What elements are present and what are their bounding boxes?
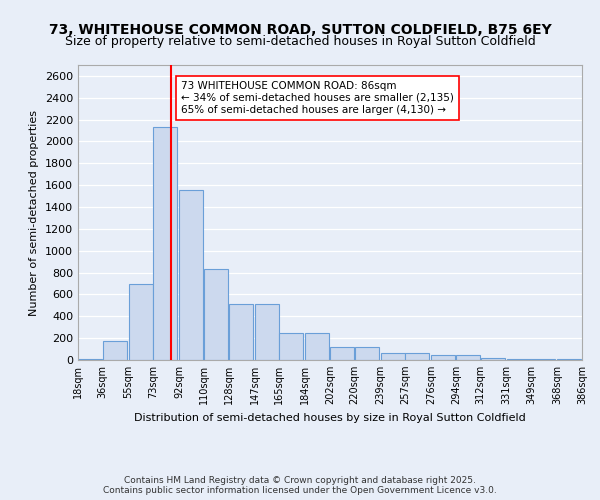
Bar — [179, 190, 203, 360]
Bar — [103, 341, 127, 360]
Bar — [481, 358, 505, 360]
Bar — [305, 332, 329, 360]
Text: Contains HM Land Registry data © Crown copyright and database right 2025.
Contai: Contains HM Land Registry data © Crown c… — [103, 476, 497, 495]
Bar — [431, 355, 455, 360]
Bar — [355, 347, 379, 360]
Text: Size of property relative to semi-detached houses in Royal Sutton Coldfield: Size of property relative to semi-detach… — [65, 35, 535, 48]
Text: 73 WHITEHOUSE COMMON ROAD: 86sqm
← 34% of semi-detached houses are smaller (2,13: 73 WHITEHOUSE COMMON ROAD: 86sqm ← 34% o… — [181, 82, 454, 114]
Bar — [78, 359, 102, 360]
Bar — [254, 304, 278, 360]
Bar — [229, 304, 253, 360]
Text: 73, WHITEHOUSE COMMON ROAD, SUTTON COLDFIELD, B75 6EY: 73, WHITEHOUSE COMMON ROAD, SUTTON COLDF… — [49, 22, 551, 36]
Bar — [154, 128, 177, 360]
Bar — [128, 284, 152, 360]
Bar — [406, 353, 429, 360]
Bar — [204, 270, 228, 360]
Bar — [280, 332, 303, 360]
Y-axis label: Number of semi-detached properties: Number of semi-detached properties — [29, 110, 40, 316]
Bar — [380, 353, 404, 360]
X-axis label: Distribution of semi-detached houses by size in Royal Sutton Coldfield: Distribution of semi-detached houses by … — [134, 412, 526, 422]
Bar — [456, 355, 480, 360]
Bar — [330, 347, 354, 360]
